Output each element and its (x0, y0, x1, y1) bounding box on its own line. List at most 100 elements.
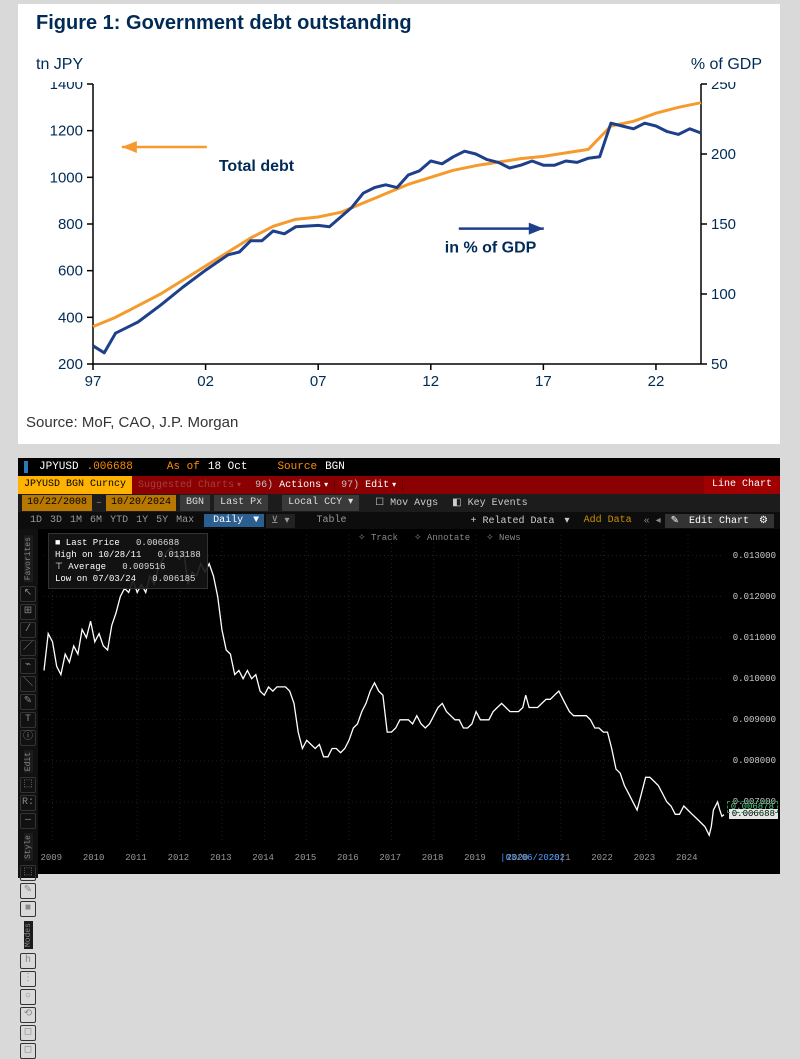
bb-tool-icon[interactable]: ⬚ (20, 777, 36, 793)
bb-source: BGN (325, 461, 345, 473)
bb-xtick-label: 2011 (125, 853, 147, 863)
bb-suggested-charts[interactable]: Suggested Charts▾ (132, 480, 241, 491)
bb-range-max[interactable]: Max (172, 515, 198, 526)
bb-header-ticker-icon (24, 461, 28, 473)
svg-text:in % of GDP: in % of GDP (445, 240, 537, 257)
svg-text:800: 800 (58, 216, 83, 233)
bb-rail-group-favorites: Favorites (24, 535, 33, 582)
bb-tool-icon[interactable]: ⬚ (20, 865, 36, 881)
bb-freq-daily[interactable]: Daily ▼ (204, 514, 264, 527)
bb-range-3d[interactable]: 3D (46, 515, 66, 526)
bb-add-data[interactable]: Add Data (580, 515, 640, 526)
bb-tool-icon[interactable]: ⊞ (20, 604, 36, 620)
bb-plot[interactable]: ■ Last Price 0.006688 High on 10/28/11 0… (40, 529, 728, 849)
bb-range-6m[interactable]: 6M (86, 515, 106, 526)
svg-text:200: 200 (711, 146, 736, 163)
bb-date-from[interactable]: 10/22/2008 (22, 495, 92, 511)
bb-tool-icon[interactable]: / (20, 622, 36, 638)
bb-xtick-label: 2018 (422, 853, 444, 863)
bb-keyevents-toggle[interactable]: ◧ Key Events (452, 497, 527, 509)
bb-green-price-flag: 0.006878 (727, 801, 778, 813)
bb-ytick-label: 0.010000 (733, 674, 776, 684)
bb-tool-icon[interactable]: ⋮ (20, 971, 36, 987)
bb-tool-icon[interactable]: ↖ (20, 586, 36, 602)
bb-topmenu-track[interactable]: ✧ Track (350, 533, 406, 543)
bb-body: Favorites↖⊞/／⌁＼✎TⓘEdit⬚R:—Style⬚✎■Modesh… (18, 529, 780, 874)
bb-source-label: Source (277, 461, 317, 473)
bb-range-ytd[interactable]: YTD (106, 515, 132, 526)
bb-range-1m[interactable]: 1M (66, 515, 86, 526)
bb-bgn[interactable]: BGN (180, 495, 210, 511)
bb-tool-icon[interactable]: ■ (20, 901, 36, 917)
bb-range-1d[interactable]: 1D (26, 515, 46, 526)
bb-movavgs-toggle[interactable]: ☐ Mov Avgs (375, 497, 438, 509)
bb-price: .006688 (87, 461, 133, 473)
bb-ytick-label: 0.011000 (733, 633, 776, 643)
svg-text:400: 400 (58, 309, 83, 326)
bb-tool-icon[interactable]: — (20, 813, 36, 829)
figure1-plot: 2004006008001000120014005010015020025097… (38, 82, 646, 382)
bb-date-to[interactable]: 10/20/2024 (106, 495, 176, 511)
svg-text:1200: 1200 (50, 123, 83, 140)
bb-edit-chart-button[interactable]: ✎ Edit Chart ⚙ (665, 514, 774, 528)
bb-xtick-label: 2017 (379, 853, 401, 863)
bb-tool-icon[interactable]: ＼ (20, 676, 36, 692)
bb-tool-icon[interactable]: ⓘ (20, 730, 36, 746)
bb-tool-icon[interactable]: ⟲ (20, 1007, 36, 1023)
bb-asof-date: 18 Oct (208, 461, 248, 473)
bb-tool-icon[interactable]: ／ (20, 640, 36, 656)
bb-x-axis: 2009201020112012201320142015201620172018… (40, 851, 728, 867)
figure1-title: Figure 1: Government debt outstanding (36, 12, 412, 35)
bb-localccy[interactable]: Local CCY ▾ (282, 495, 359, 511)
bb-tool-icon[interactable]: ◻ (20, 1025, 36, 1041)
bb-actions-menu[interactable]: 96) Actions▾ (249, 480, 335, 491)
bb-tool-icon[interactable]: R: (20, 795, 36, 811)
svg-text:1000: 1000 (50, 169, 83, 186)
bb-top-menu: ✧ Track✧ Annotate✧ News (350, 533, 529, 543)
bb-security-pill[interactable]: JPYUSD BGN Curncy (18, 476, 132, 494)
bb-edit-menu[interactable]: 97) Edit▾ (335, 480, 403, 491)
bb-related-data[interactable]: + Related Data ▾ (463, 515, 578, 527)
bb-range-5y[interactable]: 5Y (152, 515, 172, 526)
figure1-ylabel-right: % of GDP (691, 56, 762, 74)
bb-infobox-row: ■ Last Price 0.006688 (55, 537, 201, 549)
bb-ytick-label: 0.013000 (733, 551, 776, 561)
bb-lastpx[interactable]: Last Px (214, 495, 268, 511)
bloomberg-panel: JPYUSD .006688 As of 18 Oct Source BGN J… (18, 458, 780, 874)
bb-options-row: 10/22/2008 – 10/20/2024 BGN Last Px Loca… (18, 494, 780, 512)
bb-table-toggle[interactable]: Table (313, 515, 351, 526)
bb-topmenu-news[interactable]: ✧ News (478, 533, 529, 543)
bb-tool-icon[interactable]: h (20, 953, 36, 969)
bb-xtick-label: 2012 (168, 853, 190, 863)
bb-infobox-row: Low on 07/03/24 0.006185 (55, 573, 201, 585)
svg-text:150: 150 (711, 216, 736, 233)
bb-tool-icon[interactable]: ✎ (20, 883, 36, 899)
bb-ytick-label: 0.008000 (733, 756, 776, 766)
bb-right-axis: 0.0130000.0120000.0110000.0100000.009000… (728, 529, 778, 849)
bb-xtick-label: 2024 (676, 853, 698, 863)
figure1-ylabel-left: tn JPY (36, 56, 83, 74)
bb-infobox-row: ⊤ Average 0.009516 (55, 561, 201, 573)
bb-ytick-label: 0.009000 (733, 715, 776, 725)
bb-xtick-label: 2022 (591, 853, 613, 863)
bb-tool-icon[interactable]: ◻ (20, 1043, 36, 1059)
svg-text:600: 600 (58, 263, 83, 280)
bb-range-1y[interactable]: 1Y (132, 515, 152, 526)
bb-xtick-label: 2019 (464, 853, 486, 863)
svg-text:22: 22 (648, 373, 665, 390)
bb-tool-icon[interactable]: ⌁ (20, 658, 36, 674)
svg-text:250: 250 (711, 82, 736, 93)
bb-xtick-label: 2013 (210, 853, 232, 863)
bb-range-row: 1D3D1M6MYTD1Y5YMax Daily ▼ ⊻ ▾ Table + R… (18, 512, 780, 529)
bb-tool-icon[interactable]: T (20, 712, 36, 728)
bb-xtick-label: 2014 (252, 853, 274, 863)
bb-topmenu-annotate[interactable]: ✧ Annotate (406, 533, 478, 543)
bb-view-dropdown[interactable]: ⊻ ▾ (266, 514, 294, 528)
bb-rail-group-edit: Edit (24, 750, 33, 773)
svg-text:17: 17 (535, 373, 552, 390)
bb-tool-icon[interactable]: ✎ (20, 694, 36, 710)
bb-rail-group-style: Style (24, 833, 33, 861)
bb-tool-icon[interactable]: ○ (20, 989, 36, 1005)
figure1-source: Source: MoF, CAO, J.P. Morgan (26, 414, 238, 431)
bb-chevrons-icon[interactable]: « ◂ (642, 515, 663, 527)
